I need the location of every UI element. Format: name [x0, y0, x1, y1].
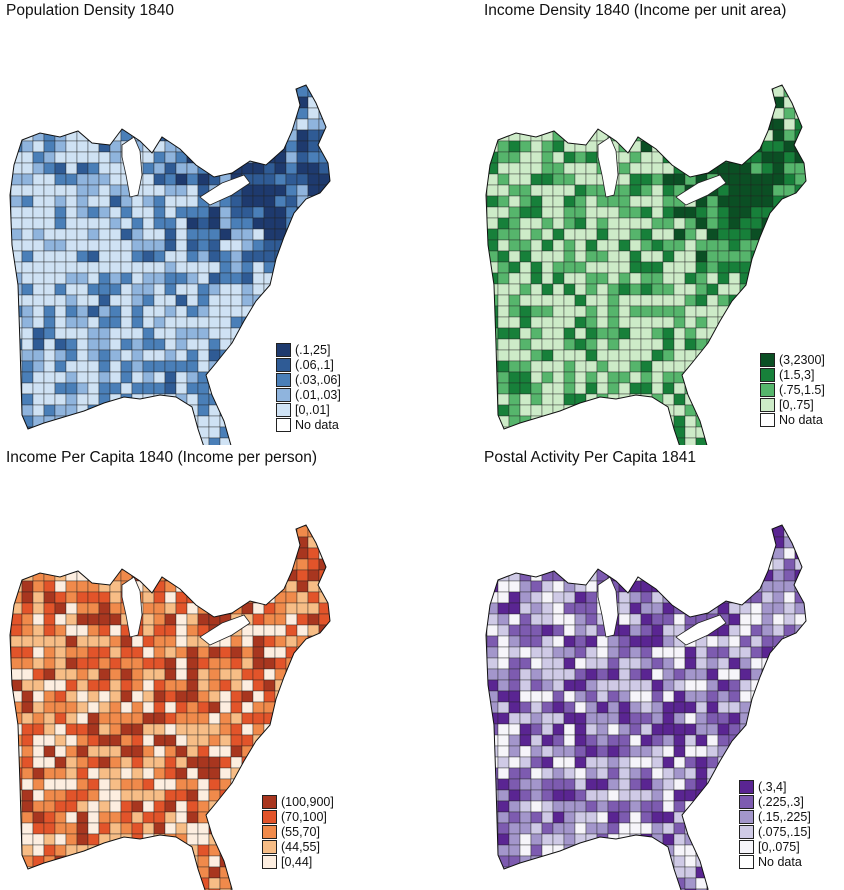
- legend-label: [0,.075]: [758, 839, 800, 854]
- legend-item: (.1,25]: [276, 342, 341, 357]
- legend-swatch: [262, 839, 277, 854]
- legend-item: (100,900]: [262, 794, 334, 809]
- legend-label: (.225,.3]: [758, 794, 804, 809]
- legend-item: (.75,1.5]: [760, 382, 825, 397]
- lake-shape: [597, 576, 619, 638]
- lake-shape: [121, 576, 143, 638]
- legend-label: (.1,25]: [295, 342, 331, 357]
- panel-title: Postal Activity Per Capita 1841: [484, 449, 696, 466]
- lake-shape: [675, 174, 727, 206]
- map-legend: (100,900] (70,100] (55,70] (44,55] [0,44]: [262, 794, 334, 869]
- map-legend: (.1,25] (.06,.1] (.03,.06] (.01,.03] [0,.01]…: [276, 342, 341, 432]
- map-legend: (3,2300] (1.5,3] (.75,1.5] [0,.75] No data: [760, 352, 825, 427]
- legend-swatch: [276, 417, 291, 432]
- legend-item: (3,2300]: [760, 352, 825, 367]
- legend-swatch: [739, 779, 754, 794]
- legend-label: (100,900]: [281, 794, 334, 809]
- map-outline: [9, 524, 331, 890]
- map-panel-population-density: Population Density 1840 (.1,25] (.06,.1](…: [0, 0, 422, 445]
- legend-item: (.06,.1]: [276, 357, 341, 372]
- legend-swatch: [760, 412, 775, 427]
- legend-label: (.075,.15]: [758, 824, 811, 839]
- legend-label: (.03,.06]: [295, 372, 341, 387]
- legend-swatch: [262, 794, 277, 809]
- legend-label: (.15,.225]: [758, 809, 811, 824]
- legend-item: (.01,.03]: [276, 387, 341, 402]
- lake-shape: [675, 614, 727, 646]
- lake-shape: [121, 136, 143, 198]
- choropleth-map: [9, 524, 331, 890]
- legend-swatch: [262, 809, 277, 824]
- map-panel-income-density: Income Density 1840 (Income per unit are…: [422, 0, 844, 445]
- map-legend: (.3,4] (.225,.3] (.15,.225] (.075,.15] [0,.0…: [739, 779, 811, 869]
- legend-item: No data: [276, 417, 341, 432]
- legend-item: No data: [739, 854, 811, 869]
- legend-label: (.06,.1]: [295, 357, 334, 372]
- legend-swatch: [739, 824, 754, 839]
- legend-swatch: [760, 352, 775, 367]
- panel-title: Population Density 1840: [6, 2, 175, 19]
- legend-label: [0,.01]: [295, 402, 330, 417]
- legend-item: (.3,4]: [739, 779, 811, 794]
- choropleth-map: [9, 84, 331, 445]
- legend-swatch: [276, 342, 291, 357]
- legend-swatch: [739, 809, 754, 824]
- choropleth-map: [485, 84, 807, 445]
- map-panel-income-per-capita: Income Per Capita 1840 (Income per perso…: [0, 445, 422, 890]
- legend-item: No data: [760, 412, 825, 427]
- legend-label: (.75,1.5]: [779, 382, 825, 397]
- legend-item: (70,100]: [262, 809, 334, 824]
- legend-swatch: [739, 839, 754, 854]
- legend-label: (3,2300]: [779, 352, 825, 367]
- legend-label: [0,44]: [281, 854, 313, 869]
- legend-swatch: [276, 387, 291, 402]
- legend-label: No data: [295, 417, 339, 432]
- legend-item: [0,.01]: [276, 402, 341, 417]
- legend-item: (.225,.3]: [739, 794, 811, 809]
- legend-item: [0,.075]: [739, 839, 811, 854]
- legend-item: (1.5,3]: [760, 367, 825, 382]
- legend-item: (.075,.15]: [739, 824, 811, 839]
- map-outline: [9, 84, 331, 445]
- legend-swatch: [276, 357, 291, 372]
- legend-item: (.15,.225]: [739, 809, 811, 824]
- legend-label: (70,100]: [281, 809, 327, 824]
- legend-label: (.01,.03]: [295, 387, 341, 402]
- panel-title: Income Per Capita 1840 (Income per perso…: [6, 449, 318, 466]
- legend-item: [0,44]: [262, 854, 334, 869]
- lake-shape: [199, 614, 251, 646]
- legend-swatch: [276, 402, 291, 417]
- map-panel-postal-activity: Postal Activity Per Capita 1841 (.3,4] (.…: [422, 445, 844, 890]
- legend-item: (55,70]: [262, 824, 334, 839]
- legend-label: (44,55]: [281, 839, 320, 854]
- legend-item: (.03,.06]: [276, 372, 341, 387]
- legend-swatch: [276, 372, 291, 387]
- legend-item: [0,.75]: [760, 397, 825, 412]
- map-outline: [485, 524, 807, 890]
- legend-swatch: [760, 382, 775, 397]
- legend-swatch: [739, 854, 754, 869]
- legend-swatch: [262, 854, 277, 869]
- legend-item: (44,55]: [262, 839, 334, 854]
- map-outline: [485, 84, 807, 445]
- legend-swatch: [760, 397, 775, 412]
- legend-label: No data: [779, 412, 823, 427]
- legend-label: (55,70]: [281, 824, 320, 839]
- legend-swatch: [760, 367, 775, 382]
- legend-label: (1.5,3]: [779, 367, 815, 382]
- lake-shape: [199, 174, 251, 206]
- legend-swatch: [262, 824, 277, 839]
- panel-title: Income Density 1840 (Income per unit are…: [484, 2, 787, 19]
- legend-label: (.3,4]: [758, 779, 787, 794]
- legend-swatch: [739, 794, 754, 809]
- choropleth-map: [485, 524, 807, 890]
- legend-label: No data: [758, 854, 802, 869]
- lake-shape: [597, 136, 619, 198]
- legend-label: [0,.75]: [779, 397, 814, 412]
